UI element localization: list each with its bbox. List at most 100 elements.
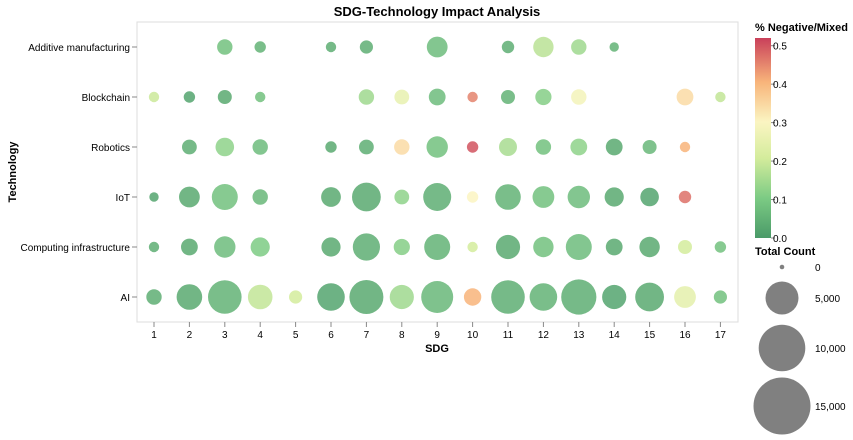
- x-tick-label: 15: [644, 330, 656, 341]
- bubble: [674, 286, 696, 308]
- bubbles-group: [146, 36, 728, 315]
- bubble: [605, 138, 623, 156]
- bubble: [535, 139, 552, 155]
- bubble: [394, 89, 410, 105]
- y-axis-title: Technology: [7, 141, 19, 203]
- bubble: [211, 184, 238, 210]
- x-tick-label: 5: [293, 330, 299, 341]
- bubble: [215, 137, 235, 157]
- bubble: [495, 234, 521, 260]
- bubble: [394, 189, 410, 205]
- x-tick-label: 14: [609, 330, 621, 341]
- bubble: [217, 39, 233, 55]
- bubble: [325, 141, 337, 153]
- bubble: [321, 237, 341, 257]
- bubble: [715, 91, 726, 103]
- bubble: [359, 40, 373, 54]
- bubble: [393, 238, 410, 256]
- bubble: [426, 36, 448, 58]
- bubble: [467, 91, 478, 103]
- bubble: [146, 289, 162, 305]
- x-tick-label: 10: [467, 330, 479, 341]
- bubble: [214, 236, 236, 258]
- bubble: [713, 290, 728, 304]
- color-legend-tick-label: 0.3: [773, 119, 787, 130]
- y-axis: Additive manufacturing Blockchain Robotics…: [21, 43, 137, 304]
- bubble: [529, 283, 558, 311]
- size-legend: Total Count 0 5,000 10,000 15,000: [753, 246, 846, 435]
- y-tick-label: Additive manufacturing: [28, 43, 130, 54]
- bubble: [149, 192, 159, 202]
- bubble: [148, 241, 160, 253]
- y-tick-label: Computing infrastructure: [21, 243, 131, 254]
- bubble: [183, 91, 196, 103]
- bubble: [567, 185, 590, 209]
- bubble: [321, 187, 341, 207]
- bubble: [501, 40, 515, 54]
- bubble: [491, 280, 525, 314]
- x-axis-title: SDG: [425, 343, 449, 355]
- bubble: [602, 284, 627, 310]
- bubble: [358, 89, 375, 105]
- bubble: [533, 36, 554, 58]
- bubble: [252, 139, 268, 155]
- bubble: [428, 88, 446, 106]
- x-tick-label: 2: [187, 330, 193, 341]
- bubble: [250, 237, 270, 257]
- bubble: [676, 88, 694, 106]
- size-legend-bubble: [765, 281, 799, 315]
- x-tick-label: 1: [151, 330, 157, 341]
- size-legend-label: 0: [815, 263, 821, 274]
- color-legend-tick-label: 0.2: [773, 157, 787, 168]
- x-tick-label: 13: [573, 330, 585, 341]
- bubble: [609, 42, 619, 52]
- bubble: [423, 183, 452, 211]
- x-tick-label: 12: [538, 330, 550, 341]
- color-legend-gradient: [755, 38, 771, 238]
- chart-title: SDG-Technology Impact Analysis: [334, 4, 541, 19]
- bubble: [325, 41, 337, 53]
- bubble: [421, 281, 454, 313]
- bubble: [179, 186, 200, 208]
- bubble: [714, 241, 727, 253]
- color-legend-ticks: 0.5 0.4 0.3 0.2 0.1 0.0: [771, 42, 787, 245]
- size-legend-bubble: [758, 324, 806, 372]
- bubble: [466, 141, 479, 153]
- bubble: [176, 284, 203, 310]
- size-legend-title: Total Count: [755, 246, 816, 258]
- bubble: [466, 191, 479, 203]
- bubble: [571, 89, 587, 105]
- bubble: [352, 182, 381, 212]
- x-axis: 1 2 3 4 5 6 7 8 9 10 11 12 13 14 15 16 17: [151, 322, 726, 341]
- bubble: [352, 233, 380, 261]
- bubble: [640, 187, 659, 207]
- bubble: [571, 39, 587, 55]
- size-legend-bubble: [753, 377, 811, 435]
- bubble: [394, 139, 410, 155]
- x-tick-label: 3: [222, 330, 228, 341]
- bubble: [570, 138, 588, 156]
- bubble: [247, 284, 273, 310]
- x-tick-label: 4: [257, 330, 263, 341]
- bubble: [604, 187, 624, 207]
- bubble: [535, 88, 552, 106]
- y-tick-label: Blockchain: [82, 93, 130, 104]
- x-tick-label: 16: [679, 330, 691, 341]
- bubble: [679, 141, 691, 153]
- bubble: [501, 90, 515, 104]
- bubble: [467, 241, 478, 253]
- color-legend-tick-label: 0.4: [773, 80, 787, 91]
- x-tick-label: 6: [328, 330, 334, 341]
- bubble: [642, 140, 657, 154]
- size-legend-bubble: [779, 264, 785, 270]
- bubble: [565, 234, 592, 260]
- bubble: [148, 91, 160, 103]
- bubble: [181, 238, 198, 256]
- bubble: [533, 236, 554, 258]
- bubble: [349, 280, 384, 314]
- bubble: [605, 238, 623, 256]
- x-tick-label: 9: [434, 330, 440, 341]
- color-legend-title: % Negative/Mixed: [755, 22, 848, 34]
- bubble: [359, 139, 374, 155]
